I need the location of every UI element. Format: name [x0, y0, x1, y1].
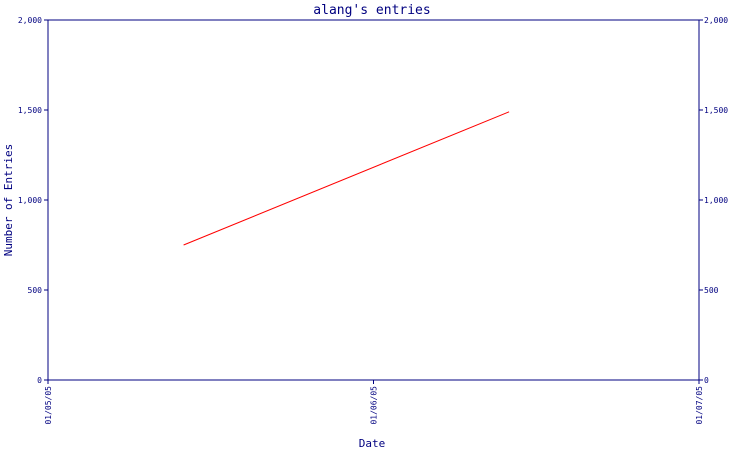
y-tick-label-left: 1,000	[18, 196, 42, 205]
y-tick-label-right: 500	[704, 286, 719, 295]
y-axis-left: 0 500 1,000 1,500 2,000	[18, 16, 48, 385]
x-axis-label: Date	[359, 437, 386, 450]
y-tick-label-left: 0	[37, 376, 42, 385]
chart-title: alang's entries	[313, 3, 430, 18]
y-axis-right: 0 500 1,000 1,500 2,000	[699, 16, 728, 385]
y-tick-label-right: 1,500	[704, 106, 728, 115]
x-tick-label: 01/05/05	[44, 386, 53, 425]
y-tick-label-left: 1,500	[18, 106, 42, 115]
y-tick-label-right: 0	[704, 376, 709, 385]
y-tick-label-left: 500	[28, 286, 43, 295]
x-tick-label: 01/07/05	[695, 386, 704, 425]
series-layer	[183, 111, 510, 246]
series-line	[183, 111, 510, 246]
y-tick-label-right: 1,000	[704, 196, 728, 205]
y-tick-label-right: 2,000	[704, 16, 728, 25]
y-tick-label-left: 2,000	[18, 16, 42, 25]
plot-frame	[47, 19, 700, 381]
x-tick-label: 01/06/05	[370, 386, 379, 425]
x-axis: 01/05/05 01/06/05 01/07/05	[44, 380, 704, 425]
y-axis-label: Number of Entries	[2, 144, 15, 257]
